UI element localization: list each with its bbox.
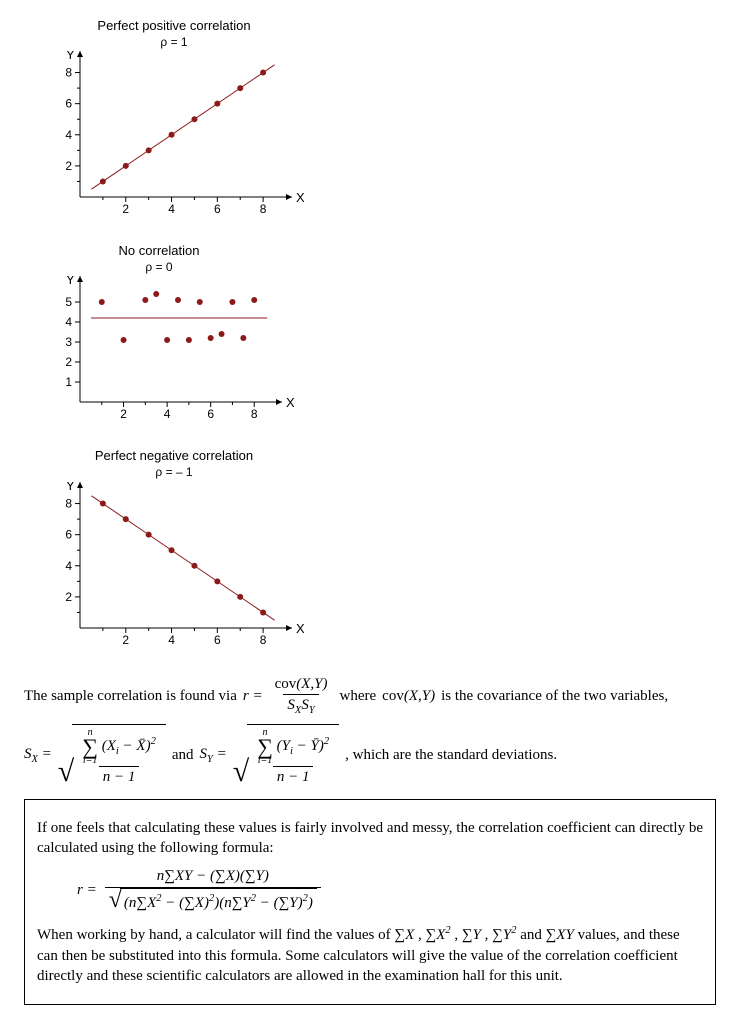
chart-neg-svg: 2 4 6 8 2 4 6 8 X Y [44, 482, 304, 652]
svg-text:1: 1 [65, 375, 72, 389]
svg-text:Y: Y [66, 482, 75, 493]
svg-text:6: 6 [65, 97, 72, 111]
chart-title-line2: ρ = 1 [160, 35, 187, 49]
sigma-icon: n ∑ i=1 [82, 728, 98, 766]
svg-text:8: 8 [260, 202, 267, 216]
svg-text:6: 6 [214, 633, 221, 647]
svg-text:8: 8 [251, 407, 258, 421]
svg-text:4: 4 [164, 407, 171, 421]
math-xy-args: (X,Y) [404, 688, 435, 704]
svg-text:4: 4 [65, 558, 72, 572]
svg-text:8: 8 [260, 633, 267, 647]
big-r-formula: r = n∑XY − (∑X)(∑Y) √ (n∑X2 − (∑X)2)(n∑Y… [77, 868, 703, 912]
svg-text:8: 8 [65, 66, 72, 80]
math-sx-eq: SX = [24, 744, 52, 767]
svg-text:3: 3 [65, 335, 72, 349]
math-sumY2: ∑Y2 [492, 927, 516, 943]
fraction-cov-over-sxsy: cov(X,Y) SXSY [271, 674, 332, 718]
text-fragment: The sample correlation is found via [24, 686, 237, 706]
math-big-num: n∑XY − (∑X)(∑Y) [153, 868, 273, 887]
svg-text:X: X [296, 621, 304, 636]
svg-text:4: 4 [65, 315, 72, 329]
text-fragment: is the covariance of the two variables, [441, 686, 668, 706]
box-outro-text: When working by hand, a calculator will … [37, 924, 703, 986]
sep: , [414, 927, 425, 943]
math-n-minus-1: n − 1 [99, 766, 140, 787]
svg-text:4: 4 [168, 202, 175, 216]
text-fragment: where [340, 686, 377, 706]
svg-text:8: 8 [65, 496, 72, 510]
paragraph-standard-deviations: SX = √ n ∑ i=1 (Xi − X̄)2 n − 1 and SY =… [24, 724, 716, 787]
fraction-big: n∑XY − (∑X)(∑Y) √ (n∑X2 − (∑X)2)(n∑Y2 − … [105, 868, 321, 912]
math-xy-args: (X,Y) [296, 676, 327, 692]
chart-positive-correlation: Perfect positive correlation ρ = 1 24682… [44, 18, 716, 221]
svg-text:2: 2 [65, 355, 72, 369]
math-sumXY: ∑XY [546, 927, 574, 943]
math-sumX: ∑X [394, 927, 414, 943]
text-fragment: , which are the standard deviations. [345, 745, 557, 765]
svg-text:2: 2 [120, 407, 127, 421]
chart-no-correlation: No correlation ρ = 0 2 4 6 8 1 2 3 4 5 X Y [44, 243, 716, 426]
formula-box: If one feels that calculating these valu… [24, 799, 716, 1005]
svg-text:2: 2 [65, 589, 72, 603]
sigma-icon: n ∑ i=1 [257, 728, 273, 766]
chart-negative-correlation: Perfect negative correlation ρ = – 1 2 4 6… [44, 448, 716, 651]
sep: and [516, 927, 545, 943]
math-big-den-a: (n∑X2 − (∑X)2) [124, 893, 219, 912]
math-r-eq: r = [243, 686, 263, 706]
box-intro-text: If one feels that calculating these valu… [37, 818, 703, 859]
chart-title-line2: ρ = – 1 [155, 465, 192, 479]
text-fragment: When working by hand, a calculator will … [37, 927, 394, 943]
svg-text:2: 2 [65, 159, 72, 173]
math-sxsy: SXSY [283, 694, 318, 718]
math-sy-eq: SY = [200, 744, 227, 767]
svg-text:6: 6 [207, 407, 214, 421]
chart-title-line2: ρ = 0 [145, 260, 172, 274]
svg-text:X: X [296, 190, 304, 205]
chart-pos-svg: 2 4 6 8 2 4 6 8 X Y [44, 51, 304, 221]
sqrt-sy: √ n ∑ i=1 (Yi − Ȳ)2 n − 1 [233, 724, 339, 787]
sqrt-big: √ (n∑X2 − (∑X)2)(n∑Y2 − (∑Y)2) [109, 888, 317, 912]
chart-none-svg: 2 4 6 8 1 2 3 4 5 X Y [44, 276, 294, 426]
math-cov: cov [275, 676, 297, 692]
svg-text:X: X [286, 395, 294, 410]
svg-text:6: 6 [65, 527, 72, 541]
chart-title: Perfect positive correlation ρ = 1 [44, 18, 304, 49]
chart-title: Perfect negative correlation ρ = – 1 [44, 448, 304, 479]
svg-text:4: 4 [168, 633, 175, 647]
math-yi-ybar: (Yi − Ȳ)2 [277, 738, 329, 754]
chart-title-line1: Perfect positive correlation [97, 18, 250, 33]
math-sumY: ∑Y [462, 927, 481, 943]
chart-title-line1: No correlation [119, 243, 200, 258]
svg-text:2: 2 [122, 633, 129, 647]
svg-text:Y: Y [66, 276, 75, 287]
math-big-den-b: (n∑Y2 − (∑Y)2) [219, 893, 313, 912]
sqrt-sx: √ n ∑ i=1 (Xi − X̄)2 n − 1 [58, 724, 166, 787]
svg-text:5: 5 [65, 295, 72, 309]
math-sumX2: ∑X2 [426, 927, 451, 943]
svg-text:6: 6 [214, 202, 221, 216]
sep: , [481, 927, 492, 943]
sep: , [451, 927, 462, 943]
svg-text:2: 2 [122, 202, 129, 216]
svg-text:4: 4 [65, 128, 72, 142]
math-cov: cov [382, 688, 404, 704]
chart-title: No correlation ρ = 0 [44, 243, 274, 274]
paragraph-sample-correlation: The sample correlation is found via r = … [24, 674, 716, 718]
math-r-eq: r = [77, 882, 97, 899]
chart-title-line1: Perfect negative correlation [95, 448, 253, 463]
text-and: and [172, 745, 194, 765]
math-xi-xbar: (Xi − X̄)2 [102, 738, 156, 754]
svg-text:Y: Y [66, 51, 75, 62]
math-n-minus-1: n − 1 [273, 766, 314, 787]
